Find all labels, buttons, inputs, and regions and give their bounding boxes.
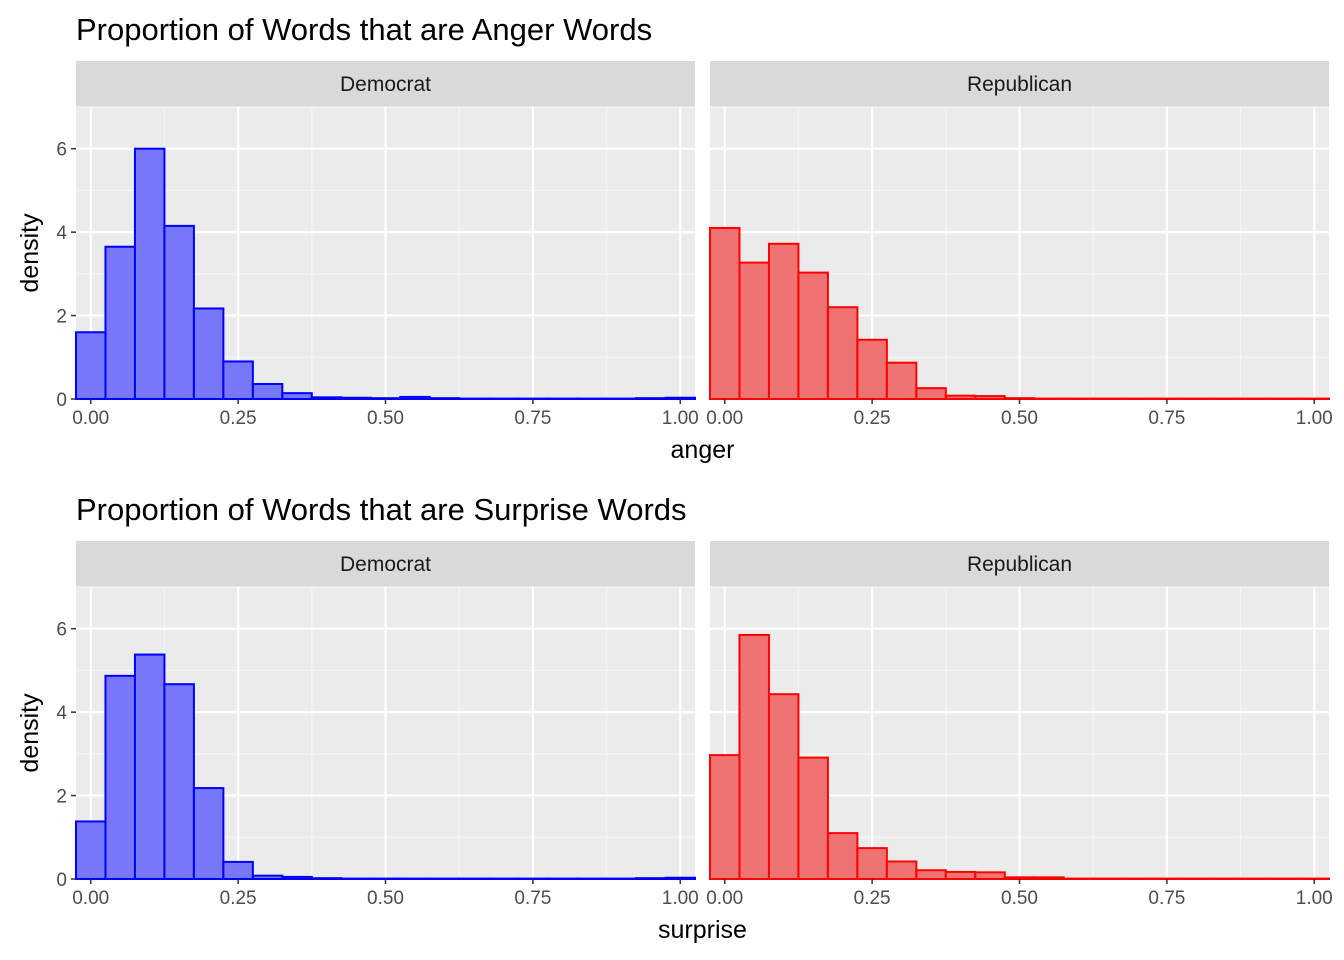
chart-2-panel-democrat-strip-label: Democrat (340, 553, 431, 576)
chart-1-panel-democrat-bar (281, 392, 313, 401)
chart-1-panel-republican-bar (944, 394, 977, 401)
chart-1-panel-republican-x-tick-label: 1.00 (1296, 408, 1333, 429)
chart-1-panel-republican-bar (767, 242, 800, 400)
chart-2-panel-democrat-bar (635, 877, 667, 880)
chart-2-title: Proportion of Words that are Surprise Wo… (76, 492, 687, 527)
chart-1-panel-republican-bar (738, 261, 770, 401)
chart-1-panel-republican-x-tick-label: 0.75 (1148, 408, 1185, 429)
chart-1-panel-democrat-bar (310, 396, 343, 400)
chart-1-panel-democrat-bar (222, 360, 254, 401)
chart-2-panel-democrat-y-tick-label: 4 (56, 703, 67, 724)
chart-1-panel-democrat-bar (251, 382, 284, 400)
chart-2-panel-democrat-y-tick-label: 2 (56, 787, 67, 808)
chart-2-panel-republican-bar (885, 860, 918, 880)
chart-2-panel-republican-strip-label: Republican (967, 553, 1072, 576)
chart-1-panel-democrat-bar (635, 397, 667, 400)
chart-1-x-axis-title: anger (671, 436, 735, 464)
chart-1-panel-democrat-strip (76, 61, 695, 107)
chart-1-panel-democrat-bar (428, 397, 461, 400)
chart-2-panel-democrat-bar (192, 787, 225, 881)
chart-2-panel-republican-x-tick-label: 0.25 (854, 888, 891, 909)
chart-1-panel-democrat-bar (340, 396, 372, 400)
chart-2-panel-democrat-bar (251, 874, 284, 880)
chart-1-panel-democrat-y-tick-label: 4 (56, 223, 67, 244)
chart-1-panel-democrat-y-tick-label: 2 (56, 307, 67, 328)
chart-1-panel-democrat-x-tick-label: 1.00 (662, 408, 699, 429)
chart-1-title: Proportion of Words that are Anger Words (76, 12, 652, 47)
chart-1-panel-democrat-x-tick-label: 0.50 (367, 408, 404, 429)
chart-2-panel-republican-x-tick-label: 0.75 (1148, 888, 1185, 909)
chart-1-panel-democrat-bar (75, 331, 107, 400)
chart-1-panel-democrat-bar (163, 224, 195, 400)
chart-1-panel-democrat-bar (192, 307, 225, 401)
chart-2-panel-democrat-bar (75, 820, 107, 880)
chart-2-panel-democrat-bar (281, 875, 313, 881)
chart-1-panel-republican-bar (826, 306, 859, 401)
chart-2-panel-democrat-x-tick-label: 1.00 (662, 888, 699, 909)
chart-2-panel-republican-x-tick-label: 1.00 (1296, 888, 1333, 909)
chart-1-panel-democrat-bar (399, 395, 431, 400)
chart-1-panel-republican-bar (709, 226, 741, 400)
chart-2-panel-republican-bar (1033, 876, 1065, 880)
chart-2-panel-democrat-x-tick-label: 0.75 (514, 888, 551, 909)
chart-1-panel-republican-bar (1003, 397, 1036, 400)
chart-1-panel-republican-bar (974, 395, 1006, 400)
chart-2-panel-republican-strip (710, 541, 1329, 587)
chart-2-panel-republican-x-tick-label: 0.00 (706, 888, 743, 909)
chart-2-panel-republican-bar (915, 869, 947, 880)
chart-2-panel-republican-bar (944, 870, 977, 880)
chart-1-panel-democrat-bar (369, 397, 402, 400)
chart-2-panel-republican-bar (767, 693, 800, 880)
chart-1-y-axis-title: density (16, 213, 44, 293)
chart-2-panel-democrat-strip (76, 541, 695, 587)
chart-1-panel-democrat-y-tick-label: 0 (56, 390, 67, 411)
chart-2-panel-democrat-y-tick-label: 0 (56, 870, 67, 891)
chart-1-panel-democrat-bar (133, 147, 166, 400)
chart-2-panel-democrat-x-tick-label: 0.50 (367, 888, 404, 909)
chart-2-panel-democrat-bar (104, 674, 136, 881)
chart-2-panel-democrat-x-tick-label: 0.25 (220, 888, 257, 909)
chart-2-panel-republican-x-tick-label: 0.50 (1001, 888, 1038, 909)
chart-1-panel-republican-bar (856, 338, 888, 401)
chart-2-panel-republican-bar (1003, 876, 1036, 880)
chart-1-panel-democrat-strip-label: Democrat (340, 73, 431, 96)
chart-2-panel-republican-bar (974, 871, 1006, 881)
chart-2-panel-democrat-bar (163, 683, 195, 880)
chart-2-panel-democrat-bar (310, 877, 343, 880)
chart-1-panel-republican-x-tick-label: 0.00 (706, 408, 743, 429)
chart-2-panel-republican-bar (709, 754, 741, 881)
chart-2-panel-republican-bar (856, 847, 888, 880)
chart-1-panel-democrat-x-tick-label: 0.25 (220, 408, 257, 429)
chart-2-panel-democrat-x-tick-label: 0.00 (72, 888, 109, 909)
chart-1-panel-republican-bar (797, 271, 829, 400)
chart-2-panel-republican-bar (738, 633, 770, 880)
chart-2-panel-democrat-bar (133, 653, 166, 880)
chart-1-panel-democrat-y-tick-label: 6 (56, 140, 67, 161)
chart-1-panel-republican-strip-label: Republican (967, 73, 1072, 96)
chart-2-panel-democrat-bar (222, 860, 254, 881)
chart-1-panel-democrat-x-tick-label: 0.00 (72, 408, 109, 429)
chart-2-y-axis-title: density (16, 693, 44, 773)
chart-1-panel-republican-x-tick-label: 0.25 (854, 408, 891, 429)
chart-1-panel-democrat-bar (104, 245, 136, 400)
chart-1-panel-republican-x-tick-label: 0.50 (1001, 408, 1038, 429)
chart-2-x-axis-title: surprise (658, 916, 747, 944)
chart-2-panel-democrat-bar (664, 876, 696, 881)
chart-1-panel-republican-bar (915, 387, 947, 401)
chart-2-panel-republican-bar (797, 756, 829, 881)
chart-1-panel-republican-strip (710, 61, 1329, 107)
chart-2-panel-republican-bar (826, 832, 859, 880)
chart-1-panel-republican-bar (885, 361, 918, 400)
chart-1-panel-democrat-x-tick-label: 0.75 (514, 408, 551, 429)
chart-2-panel-democrat-y-tick-label: 6 (56, 620, 67, 641)
chart-1-panel-democrat-bar (664, 396, 696, 400)
